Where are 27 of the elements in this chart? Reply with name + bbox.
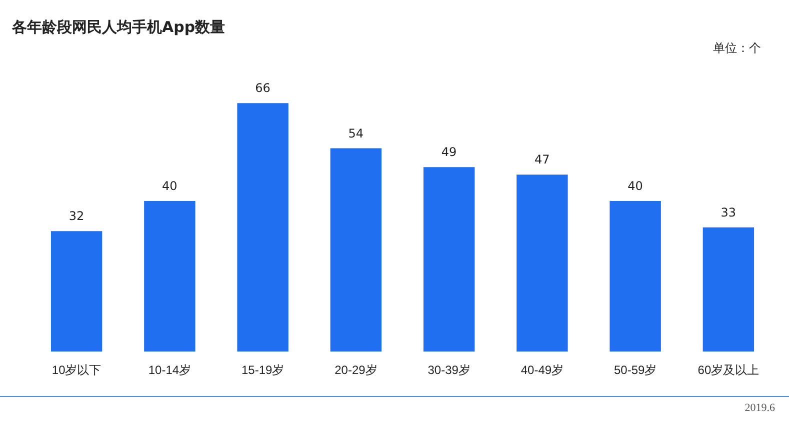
x-tick-label: 20-29岁 (334, 363, 378, 378)
bar (516, 174, 568, 352)
bar (237, 103, 288, 352)
data-label: 40 (162, 179, 178, 194)
bar (330, 148, 382, 352)
bar (144, 200, 196, 352)
data-label: 49 (441, 145, 457, 160)
bar (610, 200, 661, 352)
data-label: 33 (720, 205, 736, 220)
bar (423, 167, 475, 352)
chart-title: 各年龄段网民人均手机App数量 (12, 18, 226, 37)
x-tick-label: 15-19岁 (241, 363, 284, 378)
x-tick-label: 30-39岁 (428, 363, 470, 378)
data-label: 66 (255, 81, 270, 96)
x-tick-label: 40-49岁 (520, 363, 564, 378)
x-tick-label: 10岁以下 (52, 363, 102, 378)
bar (702, 227, 754, 352)
data-label: 47 (534, 152, 550, 167)
x-tick-label: 10-14岁 (148, 363, 192, 378)
text: 2019.6 (744, 402, 775, 414)
text: 单位：个 (713, 40, 761, 57)
x-tick-label: 60岁及以上 (698, 363, 760, 378)
data-label: 54 (348, 126, 364, 140)
data-label: 40 (628, 179, 643, 194)
data-label: 32 (68, 209, 84, 224)
x-tick-label: 50-59岁 (614, 363, 657, 378)
bar (50, 231, 102, 352)
